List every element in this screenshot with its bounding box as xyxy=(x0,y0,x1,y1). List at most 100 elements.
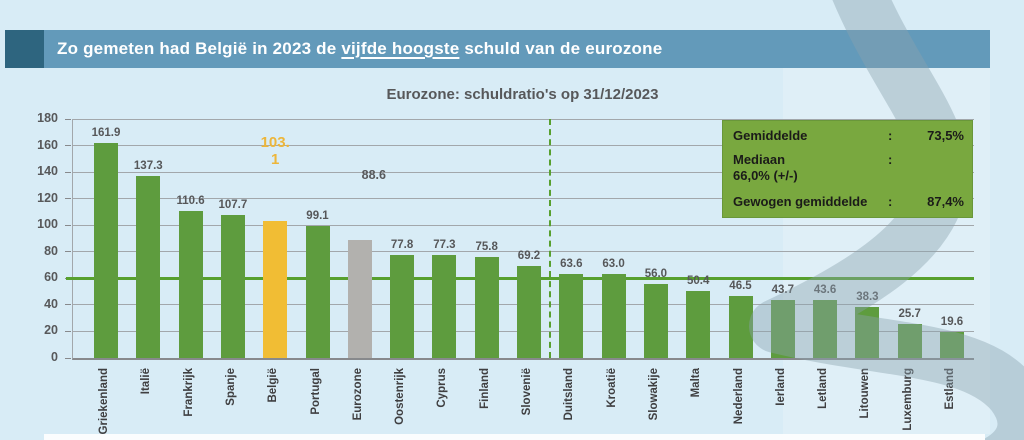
bar-Spanje xyxy=(220,215,245,358)
stats-value: 66,0% (+/-) xyxy=(733,168,798,183)
bar-Ierland xyxy=(770,299,795,358)
bar-Nederland xyxy=(728,296,753,358)
bar-Duitsland xyxy=(559,273,584,358)
bar-value-label: 63.0 xyxy=(602,258,625,271)
y-axis-label: 180 xyxy=(37,111,58,125)
x-axis-label-Estland: Estland xyxy=(944,368,956,410)
x-axis-label-Ierland: Ierland xyxy=(774,368,787,406)
y-axis-tick xyxy=(65,357,71,359)
x-axis-label-Letland: Letland xyxy=(817,368,830,409)
bar-value-label: 107.7 xyxy=(218,198,248,211)
bar-Frankrijk xyxy=(178,211,203,358)
bar-Luxemburg xyxy=(897,323,922,358)
bar-Malta xyxy=(686,291,711,358)
bar-value-label: 56.0 xyxy=(644,267,668,280)
y-axis-label: 100 xyxy=(37,217,58,232)
y-axis-tick xyxy=(65,118,71,120)
bar-value-label: 110.6 xyxy=(176,195,205,208)
floating-value-label-Eurozone: 88.6 xyxy=(350,168,398,183)
slide-title-suffix: schuld van de eurozone xyxy=(459,39,663,58)
bar-België xyxy=(263,221,288,358)
y-axis-tick xyxy=(65,145,71,147)
bar-value-label: 137.3 xyxy=(133,159,163,172)
bar-Portugal xyxy=(305,226,330,358)
x-axis-label-Griekenland: Griekenland xyxy=(98,368,110,435)
x-axis-labels: Griekenland Italië Frankrijk Spanje België Po… xyxy=(72,364,973,440)
median-divider-line xyxy=(549,119,552,358)
plot-area: 161.9 137.3 110.6 107.7 99.1 77.8 77.3 75.8 69.2… xyxy=(66,118,974,360)
x-axis-label-Italië: Italië xyxy=(140,368,153,395)
stats-label: Mediaan xyxy=(733,152,786,167)
x-axis-label-Slovenië: Slovenië xyxy=(521,368,533,416)
header-accent-square xyxy=(5,30,44,68)
bar-Cyprus xyxy=(432,255,457,358)
y-axis-tick xyxy=(65,171,71,173)
bar-value-label: 69.2 xyxy=(517,250,541,263)
bottom-panel-edge xyxy=(44,434,985,440)
bar-Oostenrijk xyxy=(390,254,415,358)
x-axis-label-Eurozone: Eurozone xyxy=(351,368,364,421)
stats-separator: : xyxy=(888,152,893,167)
y-axis-tick xyxy=(65,330,71,332)
y-axis-label: 140 xyxy=(37,164,58,179)
x-axis-label-Malta: Malta xyxy=(690,368,703,398)
gridline-160 xyxy=(73,145,974,147)
x-axis-label-Luxemburg: Luxemburg xyxy=(901,368,914,431)
bar-Estland xyxy=(940,331,964,358)
bar-Kroatië xyxy=(601,274,626,358)
stats-row-0: Gemiddelde: 73,5% xyxy=(733,128,964,143)
bar-Griekenland xyxy=(94,143,118,358)
stats-label: Gewogen gemiddelde xyxy=(733,194,868,209)
x-axis-label-Kroatië: Kroatië xyxy=(605,368,618,408)
header-bar: Zo gemeten had België in 2023 de vijfde … xyxy=(44,30,990,68)
stats-value: 73,5% xyxy=(927,128,964,143)
bar-Finland xyxy=(474,257,499,358)
x-axis-label-Portugal: Portugal xyxy=(309,368,322,415)
y-axis-tick xyxy=(65,304,71,306)
x-axis-label-Finland: Finland xyxy=(478,368,491,409)
bar-value-label: 43.7 xyxy=(771,283,794,296)
gridline-80 xyxy=(73,251,974,253)
bar-Litouwen xyxy=(855,307,880,358)
stats-separator: : xyxy=(888,194,893,209)
stats-row-2: Gewogen gemiddelde: 87,4% xyxy=(733,194,964,209)
bar-Eurozone xyxy=(347,240,372,358)
bar-Letland xyxy=(813,300,838,358)
stats-label: Gemiddelde xyxy=(733,128,808,143)
slide-title: Zo gemeten had België in 2023 de vijfde … xyxy=(57,39,662,59)
gridline-180 xyxy=(73,118,974,120)
floating-label-line: 103. xyxy=(260,134,290,151)
floating-label-line: 1 xyxy=(271,150,280,168)
bar-value-label: 77.3 xyxy=(433,239,456,252)
bar-Slowakije xyxy=(643,283,668,358)
y-axis-label: 40 xyxy=(44,296,58,311)
x-axis-label-Slowakije: Slowakije xyxy=(647,368,660,421)
y-axis-label: 120 xyxy=(37,190,58,205)
gridline-120 xyxy=(73,198,974,200)
bar-value-label: 38.3 xyxy=(856,291,879,304)
bar-value-label: 77.8 xyxy=(390,238,414,251)
bar-Italië xyxy=(136,175,161,358)
stats-value: 87,4% xyxy=(927,194,964,209)
bar-value-label: 50.4 xyxy=(686,275,710,288)
bar-value-label: 46.5 xyxy=(729,280,752,293)
x-axis-label-Duitsland: Duitsland xyxy=(563,368,576,421)
bar-Slovenië xyxy=(517,266,541,358)
y-axis-tick xyxy=(65,251,71,253)
floating-label-line: 88.6 xyxy=(361,168,386,182)
y-axis-label: 80 xyxy=(44,243,58,258)
y-axis-label: 20 xyxy=(44,323,58,338)
y-axis-tick xyxy=(65,198,71,200)
y-axis: 0 20 40 60 80 100 120 140 160 180 xyxy=(0,111,72,364)
x-axis-label-Oostenrijk: Oostenrijk xyxy=(394,368,407,425)
slide-title-emphasis: vijfde hoogste xyxy=(341,39,460,58)
stats-box: Gemiddelde:73,5% Mediaan:66,0% (+/-) Gewog… xyxy=(722,120,973,218)
bar-value-label: 19.6 xyxy=(940,315,964,328)
y-axis-label: 0 xyxy=(51,350,58,364)
x-axis-label-Spanje: Spanje xyxy=(224,368,237,406)
x-axis-label-België: België xyxy=(267,368,280,403)
bar-value-label: 25.7 xyxy=(898,307,921,320)
floating-value-label-België: 103. 1 xyxy=(251,134,299,168)
y-axis-label: 160 xyxy=(37,137,58,152)
